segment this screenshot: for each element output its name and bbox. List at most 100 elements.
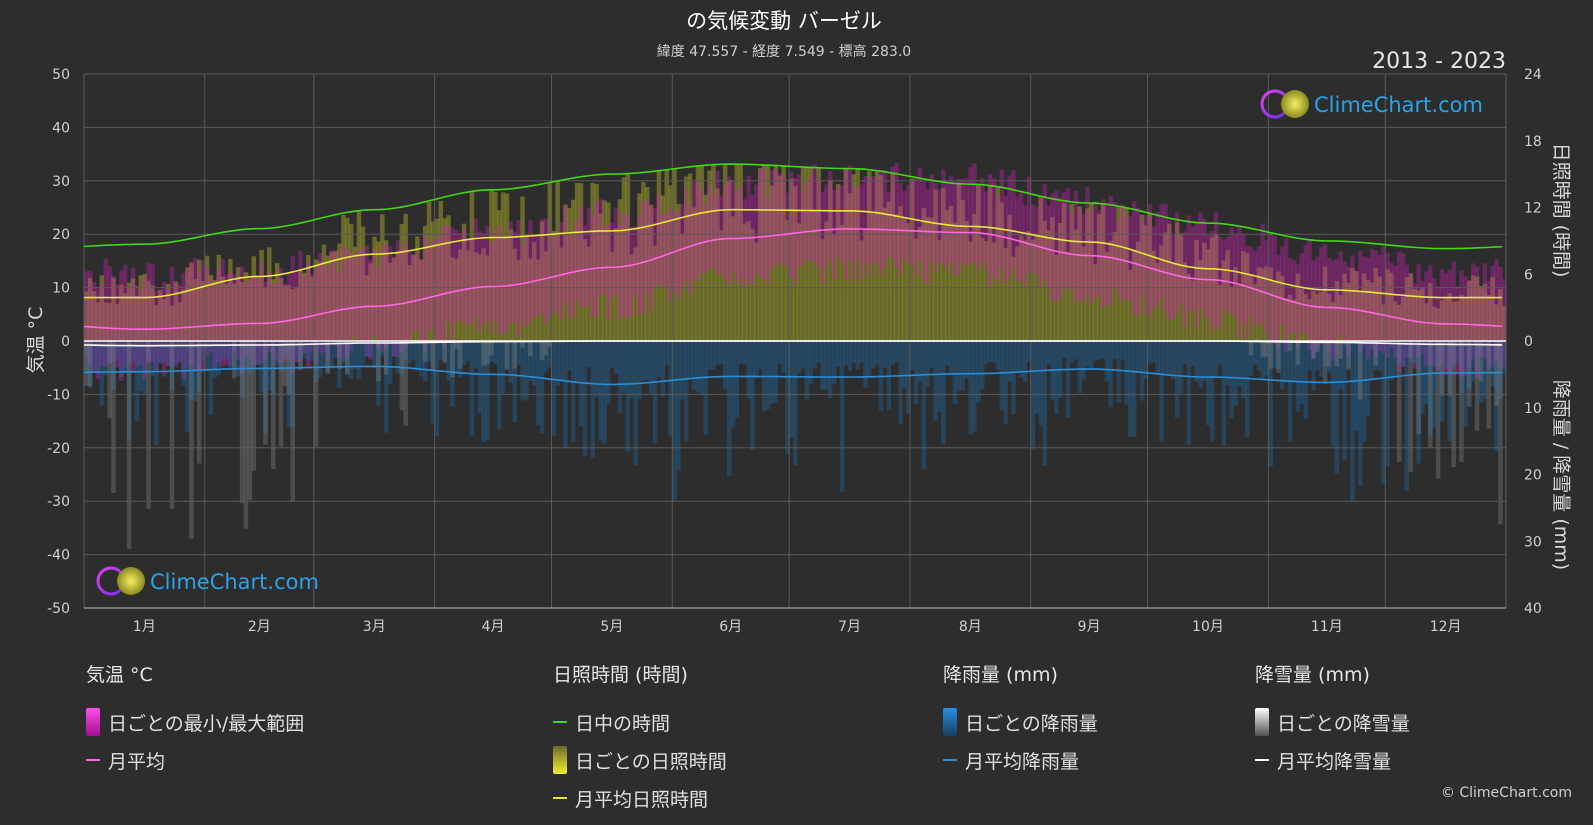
temp-range-bar bbox=[941, 169, 946, 265]
temp-range-bar bbox=[1455, 286, 1460, 375]
sunshine-daily-bar bbox=[543, 251, 549, 341]
sunshine-daily-bar bbox=[321, 244, 327, 341]
temp-range-bar bbox=[785, 192, 790, 268]
sunshine-daily-bar bbox=[707, 170, 712, 341]
y-left-tick: 40 bbox=[52, 120, 70, 136]
rain-daily-bar bbox=[337, 341, 342, 388]
sunshine-daily-bar bbox=[563, 204, 568, 341]
rain-daily-bar bbox=[1081, 341, 1086, 380]
rain-daily-bar bbox=[1291, 341, 1297, 381]
rain-daily-bar bbox=[508, 341, 514, 383]
temp-range-bar bbox=[1096, 210, 1102, 295]
snow-daily-bar bbox=[520, 341, 525, 348]
brand-logo-top[interactable]: ClimeChart.com bbox=[1260, 89, 1483, 119]
sunshine-daily-bar bbox=[1046, 230, 1051, 341]
rain-avg-line bbox=[83, 365, 1503, 386]
y-left-tick: -20 bbox=[47, 441, 70, 457]
sunshine-daily-bar bbox=[1217, 284, 1223, 341]
rain-daily-bar bbox=[193, 341, 198, 402]
temp-range-bar bbox=[828, 171, 833, 260]
temp-range-bar bbox=[1174, 211, 1180, 314]
snow-daily-bar bbox=[1311, 341, 1316, 359]
sunshine-daily-bar bbox=[976, 184, 981, 341]
rain-daily-bar bbox=[804, 341, 810, 400]
rain-daily-bar bbox=[621, 341, 627, 393]
snow-daily-bar bbox=[1268, 341, 1273, 369]
legend-rain-daily-label: 日ごとの降雨量 bbox=[965, 712, 1098, 735]
rain-daily-bar bbox=[1073, 341, 1079, 360]
temp-range-bar bbox=[567, 234, 572, 316]
snow-daily-bar bbox=[1498, 341, 1503, 525]
rain-daily-bar bbox=[122, 341, 128, 374]
temp-range-bar bbox=[1303, 244, 1308, 335]
sunshine-daily-bar bbox=[1350, 268, 1355, 341]
temp-range-bar bbox=[987, 174, 993, 288]
sunshine-daily-bar bbox=[1085, 208, 1090, 341]
rain-daily-bar bbox=[99, 341, 105, 406]
rain-daily-bar bbox=[216, 341, 221, 375]
sunshine-daily-bar bbox=[672, 168, 677, 341]
rain-daily-bar bbox=[103, 341, 108, 376]
legend-daylight-label: 日中の時間 bbox=[575, 712, 671, 735]
temp-range-bar bbox=[1424, 271, 1429, 367]
sunshine-daily-bar bbox=[1135, 241, 1141, 341]
temp-range-bar bbox=[103, 258, 108, 367]
temp-range-bar bbox=[528, 220, 533, 322]
sunshine-daily-bar bbox=[239, 281, 245, 341]
temp-range-bar bbox=[1237, 225, 1242, 338]
temp-range-bar bbox=[489, 243, 494, 334]
sunshine-daily-bar bbox=[154, 305, 159, 341]
temp-range-bar bbox=[329, 250, 334, 341]
temp-range-bar bbox=[820, 191, 825, 284]
rain-daily-bar bbox=[1252, 341, 1258, 365]
brand-logo-bottom[interactable]: ClimeChart.com bbox=[96, 566, 319, 596]
temp-range-bar bbox=[294, 271, 299, 363]
temp-range-bar bbox=[1346, 266, 1351, 356]
snow-daily-bar bbox=[1373, 341, 1379, 366]
copyright[interactable]: © ClimeChart.com bbox=[1440, 785, 1572, 801]
sunshine-daily-bar bbox=[909, 178, 915, 341]
sunshine-daily-bar bbox=[1159, 245, 1164, 341]
rain-daily-bar bbox=[372, 341, 377, 369]
snow-daily-bar bbox=[1338, 341, 1343, 359]
temp-range-bar bbox=[99, 284, 105, 366]
legend-snow-heading: 降雪量 (mm) bbox=[1255, 664, 1370, 686]
temp-range-bar bbox=[1038, 198, 1043, 288]
sunshine-daily-bar bbox=[220, 276, 225, 341]
snow-daily-bar bbox=[313, 341, 319, 447]
temp-range-bar bbox=[1389, 262, 1394, 349]
temp-range-bar bbox=[1229, 227, 1234, 313]
rain-daily-bar bbox=[1490, 341, 1495, 387]
sunshine-daily-bar bbox=[465, 250, 471, 341]
snow-daily-bar bbox=[271, 341, 276, 469]
rain-daily-bar bbox=[278, 341, 284, 372]
sunshine-daily-bar bbox=[1225, 250, 1230, 341]
temp-range-bar bbox=[216, 268, 221, 363]
temp-range-bar bbox=[683, 190, 689, 281]
sunshine-daily-bar bbox=[411, 254, 416, 341]
temp-range-bar bbox=[730, 180, 736, 272]
rain-daily-bar bbox=[1229, 341, 1234, 419]
rain-daily-bar bbox=[438, 341, 444, 360]
rain-daily-bar bbox=[602, 341, 607, 444]
rain-daily-bar bbox=[574, 341, 580, 382]
rain-daily-bar bbox=[395, 341, 401, 374]
temp-range-bar bbox=[574, 220, 580, 300]
series-lines bbox=[83, 163, 1503, 386]
temp-range-bar bbox=[485, 225, 490, 321]
rain-daily-bar bbox=[1393, 341, 1398, 376]
temp-range-bar bbox=[1065, 188, 1071, 291]
snow-daily-bar bbox=[1478, 341, 1484, 382]
sunshine-daily-bar bbox=[699, 165, 705, 341]
rain-daily-bar bbox=[948, 341, 954, 374]
temp-range-bar bbox=[298, 250, 303, 362]
rain-daily-bar bbox=[1381, 341, 1386, 484]
rain-daily-bar bbox=[1054, 341, 1059, 414]
rain-daily-bar bbox=[944, 341, 950, 366]
temp-range-bar bbox=[1318, 247, 1324, 345]
temp-range-bar bbox=[1135, 207, 1141, 317]
sunshine-daily-bar bbox=[691, 207, 697, 341]
sunshine-daily-bar bbox=[426, 201, 432, 341]
rain-daily-bar bbox=[1209, 341, 1215, 442]
temp-range-bar bbox=[107, 266, 112, 365]
